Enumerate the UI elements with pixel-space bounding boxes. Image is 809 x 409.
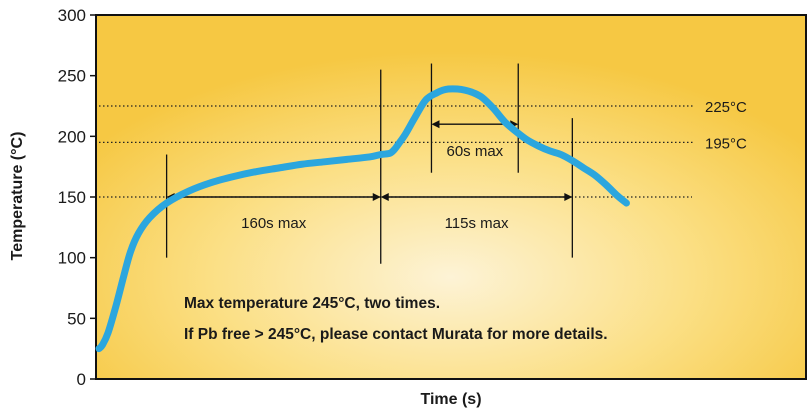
arrow-head (380, 193, 389, 201)
duration-label-reflow: 115s max (445, 215, 509, 232)
duration-label-preheat: 160s max (241, 215, 307, 232)
y-tick-label: 200 (58, 127, 86, 146)
y-tick-label: 0 (77, 370, 86, 389)
y-tick-label: 100 (58, 249, 86, 268)
note-line-1: Max temperature 245°C, two times. (184, 295, 440, 312)
arrow-head (564, 193, 573, 201)
y-tick-label: 150 (58, 188, 86, 207)
y-tick-label: 250 (58, 67, 86, 86)
x-axis-title: Time (s) (420, 391, 481, 408)
ref-label-195: 195°C (705, 135, 747, 152)
ref-label-225: 225°C (705, 99, 747, 116)
y-axis-title: Temperature (°C) (9, 132, 26, 261)
duration-label-peak: 60s max (446, 143, 503, 160)
arrow-head (372, 193, 381, 201)
y-axis-ticks: 0 50 100 150 200 250 300 (58, 6, 96, 389)
temperature-series-line (95, 85, 630, 353)
note-line-2: If Pb free > 245°C, please contact Murat… (184, 326, 608, 343)
arrow-head (431, 120, 440, 129)
y-tick-label: 50 (67, 309, 86, 328)
y-tick-label: 300 (58, 6, 86, 25)
